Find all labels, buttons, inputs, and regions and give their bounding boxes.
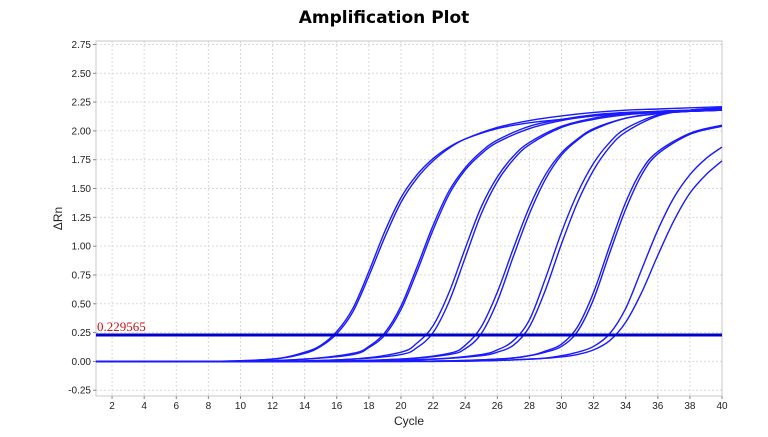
y-tick-label: 1.00 [72,242,92,253]
x-tick-label: 34 [620,401,632,412]
x-tick-label: 20 [395,401,407,412]
y-tick-label: 0.50 [72,299,92,310]
y-axis-label: ΔRn [51,207,65,230]
y-tick-label: 2.25 [72,98,92,109]
amplification-curve-3 [95,108,723,363]
amplification-curve-5 [95,108,723,363]
x-tick-label: 38 [684,401,696,412]
amplification-curve-9 [95,107,723,363]
x-tick-label: 22 [428,401,440,412]
x-tick-label: 6 [173,401,179,412]
y-tick-label: 1.50 [72,184,92,195]
grid-lines [96,41,723,396]
x-tick-label: 10 [235,401,247,412]
x-axis-label: Cycle [394,414,424,428]
amplification-curve-10 [95,107,723,363]
x-tick-label: 2 [109,401,115,412]
x-tick-label: 18 [363,401,375,412]
amplification-curve-7 [95,109,723,363]
x-tick-label: 24 [460,401,472,412]
amplification-curves [95,106,723,363]
amplification-curve-4 [95,109,723,363]
y-tick-label: 0.75 [72,270,92,281]
y-tick-label: 2.75 [72,40,92,51]
y-tick-label: 1.75 [72,155,92,166]
x-tick-label: 40 [716,401,728,412]
x-tick-label: 26 [492,401,504,412]
amplification-curve-14 [95,160,723,363]
x-tick-label: 4 [141,401,147,412]
amplification-curve-13 [95,146,723,363]
x-tick-label: 32 [588,401,600,412]
amplification-curve-2 [95,106,723,363]
y-tick-label: -0.25 [68,386,91,397]
threshold-value-label: 0.229565 [97,319,146,334]
y-tick-label: 0.00 [72,357,92,368]
threshold: 0.229565 [96,319,722,337]
amplification-curve-6 [95,109,723,363]
x-tick-label: 36 [652,401,664,412]
y-tick-label: 2.00 [72,126,92,137]
x-tick-label: 28 [524,401,536,412]
amplification-curve-12 [95,125,723,363]
chart-title: Amplification Plot [298,8,470,28]
x-tick-label: 16 [331,401,343,412]
x-axis-ticks: 2 4 6 8 10 12 14 16 18 20 22 24 26 28 30 32 34 36 38 40 [109,396,728,412]
plot-area-frame [95,40,723,397]
x-tick-label: 8 [206,401,212,412]
y-tick-label: 1.25 [72,213,92,224]
amplification-curve-11 [95,124,723,363]
y-tick-label: 2.50 [72,69,92,80]
amplification-curve-8 [95,109,723,363]
amplification-curve-1 [95,109,723,363]
x-tick-label: 12 [267,401,279,412]
y-tick-label: 0.25 [72,328,92,339]
y-axis-ticks: -0.25 0.00 0.25 0.50 0.75 1.00 1.25 1.50 1.75 2.0… [68,40,96,397]
x-tick-label: 30 [556,401,568,412]
x-tick-label: 14 [299,401,311,412]
